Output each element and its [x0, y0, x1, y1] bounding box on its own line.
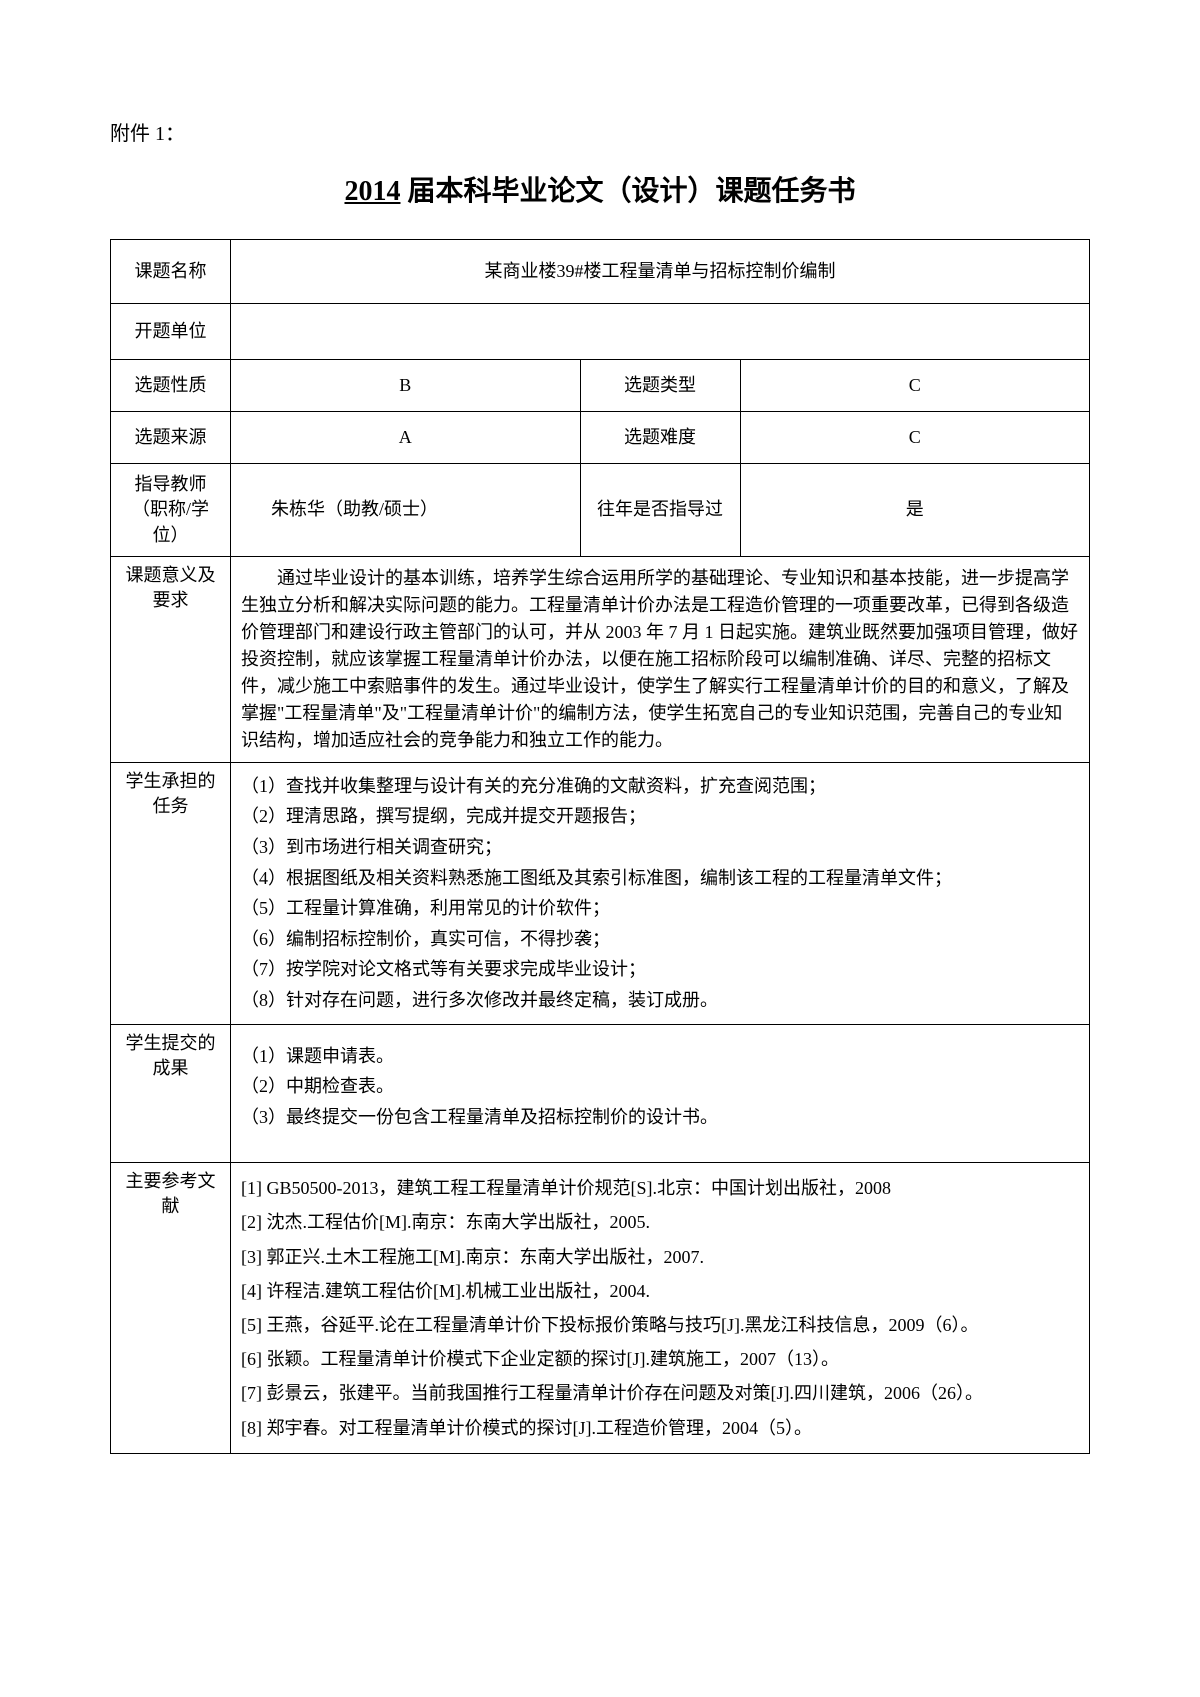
refs-label: 主要参考文献 — [111, 1163, 231, 1454]
task-table: 课题名称 某商业楼39#楼工程量清单与招标控制价编制 开题单位 选题性质 B 选… — [110, 239, 1090, 1454]
reference-item: [4] 许程洁.建筑工程估价[M].机械工业出版社，2004. — [241, 1274, 1079, 1308]
row-topic-name: 课题名称 某商业楼39#楼工程量清单与招标控制价编制 — [111, 240, 1090, 304]
task-item: （2）理清思路，撰写提纲，完成并提交开题报告； — [241, 801, 1079, 832]
task-item: （7）按学院对论文格式等有关要求完成毕业设计； — [241, 954, 1079, 985]
difficulty-label: 选题难度 — [580, 412, 740, 464]
nature-value: B — [231, 360, 581, 412]
tasks-content: （1）查找并收集整理与设计有关的充分准确的文献资料，扩充查阅范围；（2）理清思路… — [231, 762, 1090, 1024]
result-item: （2）中期检查表。 — [241, 1071, 1079, 1102]
attachment-label: 附件 1： — [110, 120, 1090, 148]
type-value: C — [740, 360, 1090, 412]
row-significance: 课题意义及要求 通过毕业设计的基本训练，培养学生综合运用所学的基础理论、专业知识… — [111, 556, 1090, 762]
significance-label: 课题意义及要求 — [111, 556, 231, 762]
task-item: （8）针对存在问题，进行多次修改并最终定稿，装订成册。 — [241, 985, 1079, 1016]
reference-item: [6] 张颖。工程量清单计价模式下企业定额的探讨[J].建筑施工，2007（13… — [241, 1342, 1079, 1376]
row-nature: 选题性质 B 选题类型 C — [111, 360, 1090, 412]
reference-item: [3] 郭正兴.土木工程施工[M].南京：东南大学出版社，2007. — [241, 1240, 1079, 1274]
task-item: （1）查找并收集整理与设计有关的充分准确的文献资料，扩充查阅范围； — [241, 771, 1079, 802]
row-refs: 主要参考文献 [1] GB50500-2013，建筑工程工程量清单计价规范[S]… — [111, 1163, 1090, 1454]
page-title: 2014 届本科毕业论文（设计）课题任务书 — [110, 172, 1090, 211]
type-label: 选题类型 — [580, 360, 740, 412]
title-rest: 届本科毕业论文（设计）课题任务书 — [400, 176, 855, 207]
source-value: A — [231, 412, 581, 464]
reference-item: [1] GB50500-2013，建筑工程工程量清单计价规范[S].北京：中国计… — [241, 1171, 1079, 1205]
row-tasks: 学生承担的任务 （1）查找并收集整理与设计有关的充分准确的文献资料，扩充查阅范围… — [111, 762, 1090, 1024]
reference-item: [7] 彭景云，张建平。当前我国推行工程量清单计价存在问题及对策[J].四川建筑… — [241, 1376, 1079, 1410]
topic-name-label: 课题名称 — [111, 240, 231, 304]
refs-content: [1] GB50500-2013，建筑工程工程量清单计价规范[S].北京：中国计… — [231, 1163, 1090, 1454]
reference-item: [2] 沈杰.工程估价[M].南京：东南大学出版社，2005. — [241, 1205, 1079, 1239]
significance-text: 通过毕业设计的基本训练，培养学生综合运用所学的基础理论、专业知识和基本技能，进一… — [241, 565, 1079, 754]
results-content: （1）课题申请表。（2）中期检查表。（3）最终提交一份包含工程量清单及招标控制价… — [231, 1024, 1090, 1163]
row-advisor: 指导教师（职称/学位） 朱栋华（助教/硕士） 往年是否指导过 是 — [111, 464, 1090, 557]
tasks-label: 学生承担的任务 — [111, 762, 231, 1024]
advisor-value: 朱栋华（助教/硕士） — [231, 464, 581, 557]
topic-name-value: 某商业楼39#楼工程量清单与招标控制价编制 — [231, 240, 1090, 304]
row-results: 学生提交的成果 （1）课题申请表。（2）中期检查表。（3）最终提交一份包含工程量… — [111, 1024, 1090, 1163]
results-label: 学生提交的成果 — [111, 1024, 231, 1163]
past-guide-value: 是 — [740, 464, 1090, 557]
significance-content: 通过毕业设计的基本训练，培养学生综合运用所学的基础理论、专业知识和基本技能，进一… — [231, 556, 1090, 762]
task-item: （6）编制招标控制价，真实可信，不得抄袭； — [241, 924, 1079, 955]
open-unit-label: 开题单位 — [111, 304, 231, 360]
reference-item: [8] 郑宇春。对工程量清单计价模式的探讨[J].工程造价管理，2004（5）。 — [241, 1411, 1079, 1445]
reference-item: [5] 王燕，谷延平.论在工程量清单计价下投标报价策略与技巧[J].黑龙江科技信… — [241, 1308, 1079, 1342]
task-item: （5）工程量计算准确，利用常见的计价软件； — [241, 893, 1079, 924]
task-item: （4）根据图纸及相关资料熟悉施工图纸及其索引标准图，编制该工程的工程量清单文件； — [241, 863, 1079, 894]
task-item: （3）到市场进行相关调查研究； — [241, 832, 1079, 863]
source-label: 选题来源 — [111, 412, 231, 464]
open-unit-value — [231, 304, 1090, 360]
title-year: 2014 — [344, 176, 400, 207]
difficulty-value: C — [740, 412, 1090, 464]
row-open-unit: 开题单位 — [111, 304, 1090, 360]
nature-label: 选题性质 — [111, 360, 231, 412]
result-item: （1）课题申请表。 — [241, 1041, 1079, 1072]
advisor-label: 指导教师（职称/学位） — [111, 464, 231, 557]
row-source: 选题来源 A 选题难度 C — [111, 412, 1090, 464]
result-item: （3）最终提交一份包含工程量清单及招标控制价的设计书。 — [241, 1102, 1079, 1133]
past-guide-label: 往年是否指导过 — [580, 464, 740, 557]
